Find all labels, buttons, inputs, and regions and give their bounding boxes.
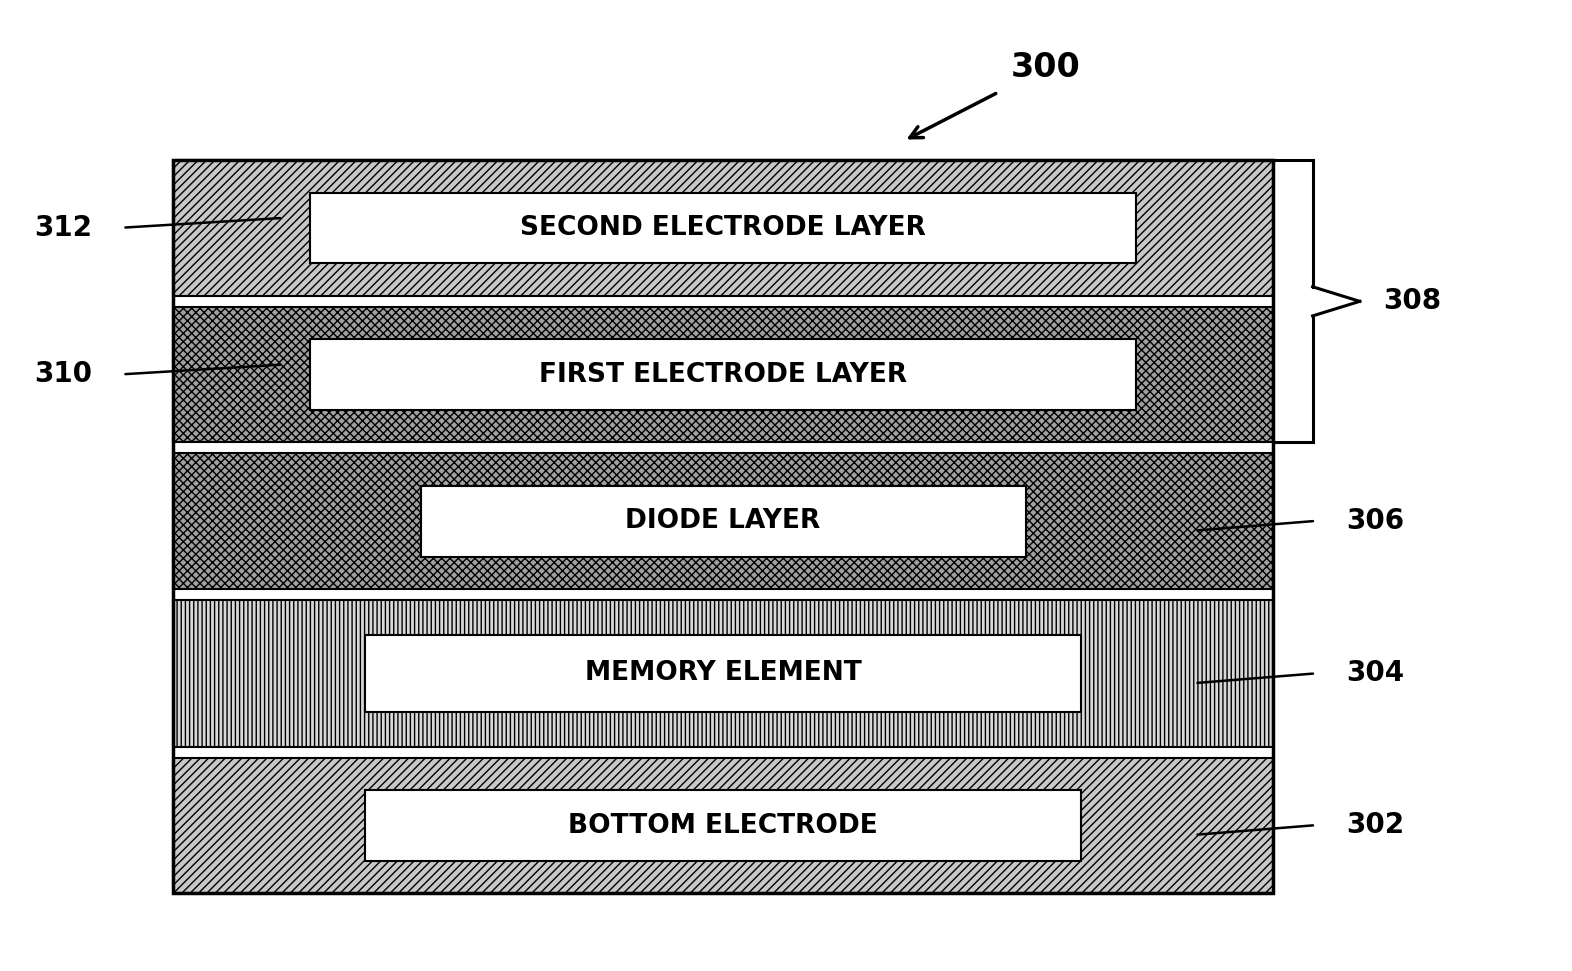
Text: 310: 310 xyxy=(35,360,91,388)
Text: 312: 312 xyxy=(35,214,91,242)
Bar xyxy=(173,160,1273,296)
Bar xyxy=(420,486,1027,556)
Bar xyxy=(311,340,1135,410)
Bar xyxy=(173,453,1273,589)
Bar xyxy=(173,600,1273,747)
Text: 300: 300 xyxy=(1011,51,1080,84)
Text: 306: 306 xyxy=(1347,507,1404,535)
Text: 304: 304 xyxy=(1347,659,1404,687)
Text: MEMORY ELEMENT: MEMORY ELEMENT xyxy=(585,660,861,686)
Bar xyxy=(173,307,1273,443)
Text: SECOND ELECTRODE LAYER: SECOND ELECTRODE LAYER xyxy=(520,215,926,241)
Text: FIRST ELECTRODE LAYER: FIRST ELECTRODE LAYER xyxy=(539,361,907,387)
Text: BOTTOM ELECTRODE: BOTTOM ELECTRODE xyxy=(567,813,879,839)
Text: 302: 302 xyxy=(1347,811,1404,839)
Bar xyxy=(365,790,1082,860)
Bar xyxy=(311,193,1135,263)
Text: 308: 308 xyxy=(1383,287,1442,316)
Bar xyxy=(173,757,1273,893)
Bar xyxy=(173,160,1273,893)
Bar xyxy=(365,635,1082,712)
Text: DIODE LAYER: DIODE LAYER xyxy=(626,508,821,534)
